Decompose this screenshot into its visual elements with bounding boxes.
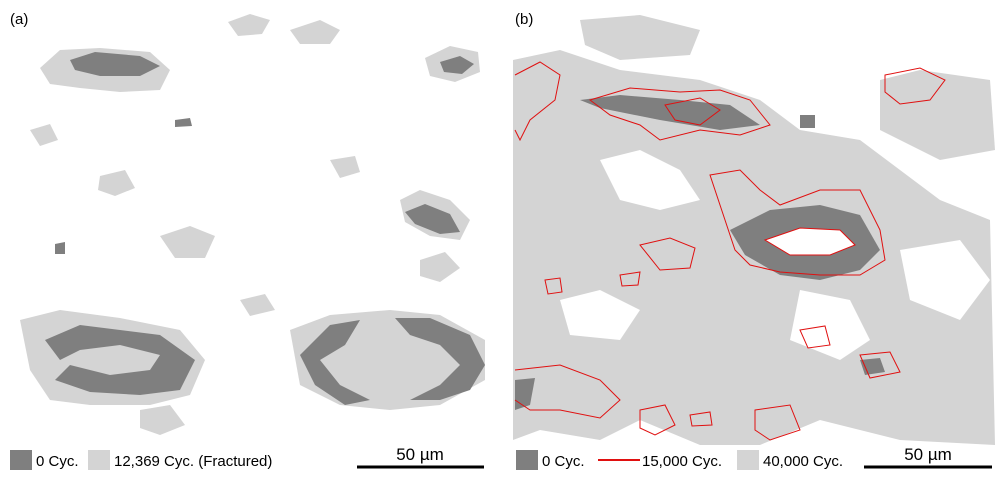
- legend-label: 15,000 Cyc.: [642, 453, 722, 470]
- scale-bar-label: 50 µm: [904, 445, 952, 464]
- legend-swatch: [737, 450, 759, 470]
- scale-bar-label: 50 µm: [396, 445, 444, 464]
- legend-swatch: [10, 450, 32, 470]
- legend-label: 0 Cyc.: [542, 453, 585, 470]
- legend-label: 12,369 Cyc. (Fractured): [114, 453, 272, 470]
- legend-swatch: [516, 450, 538, 470]
- panel-a-map: [8, 10, 490, 445]
- panel-label: (b): [515, 11, 533, 28]
- panel-b-map: [513, 10, 995, 445]
- legend-swatch: [88, 450, 110, 470]
- panel-label: (a): [10, 11, 28, 28]
- legend-label: 0 Cyc.: [36, 453, 79, 470]
- legend-label: 40,000 Cyc.: [763, 453, 843, 470]
